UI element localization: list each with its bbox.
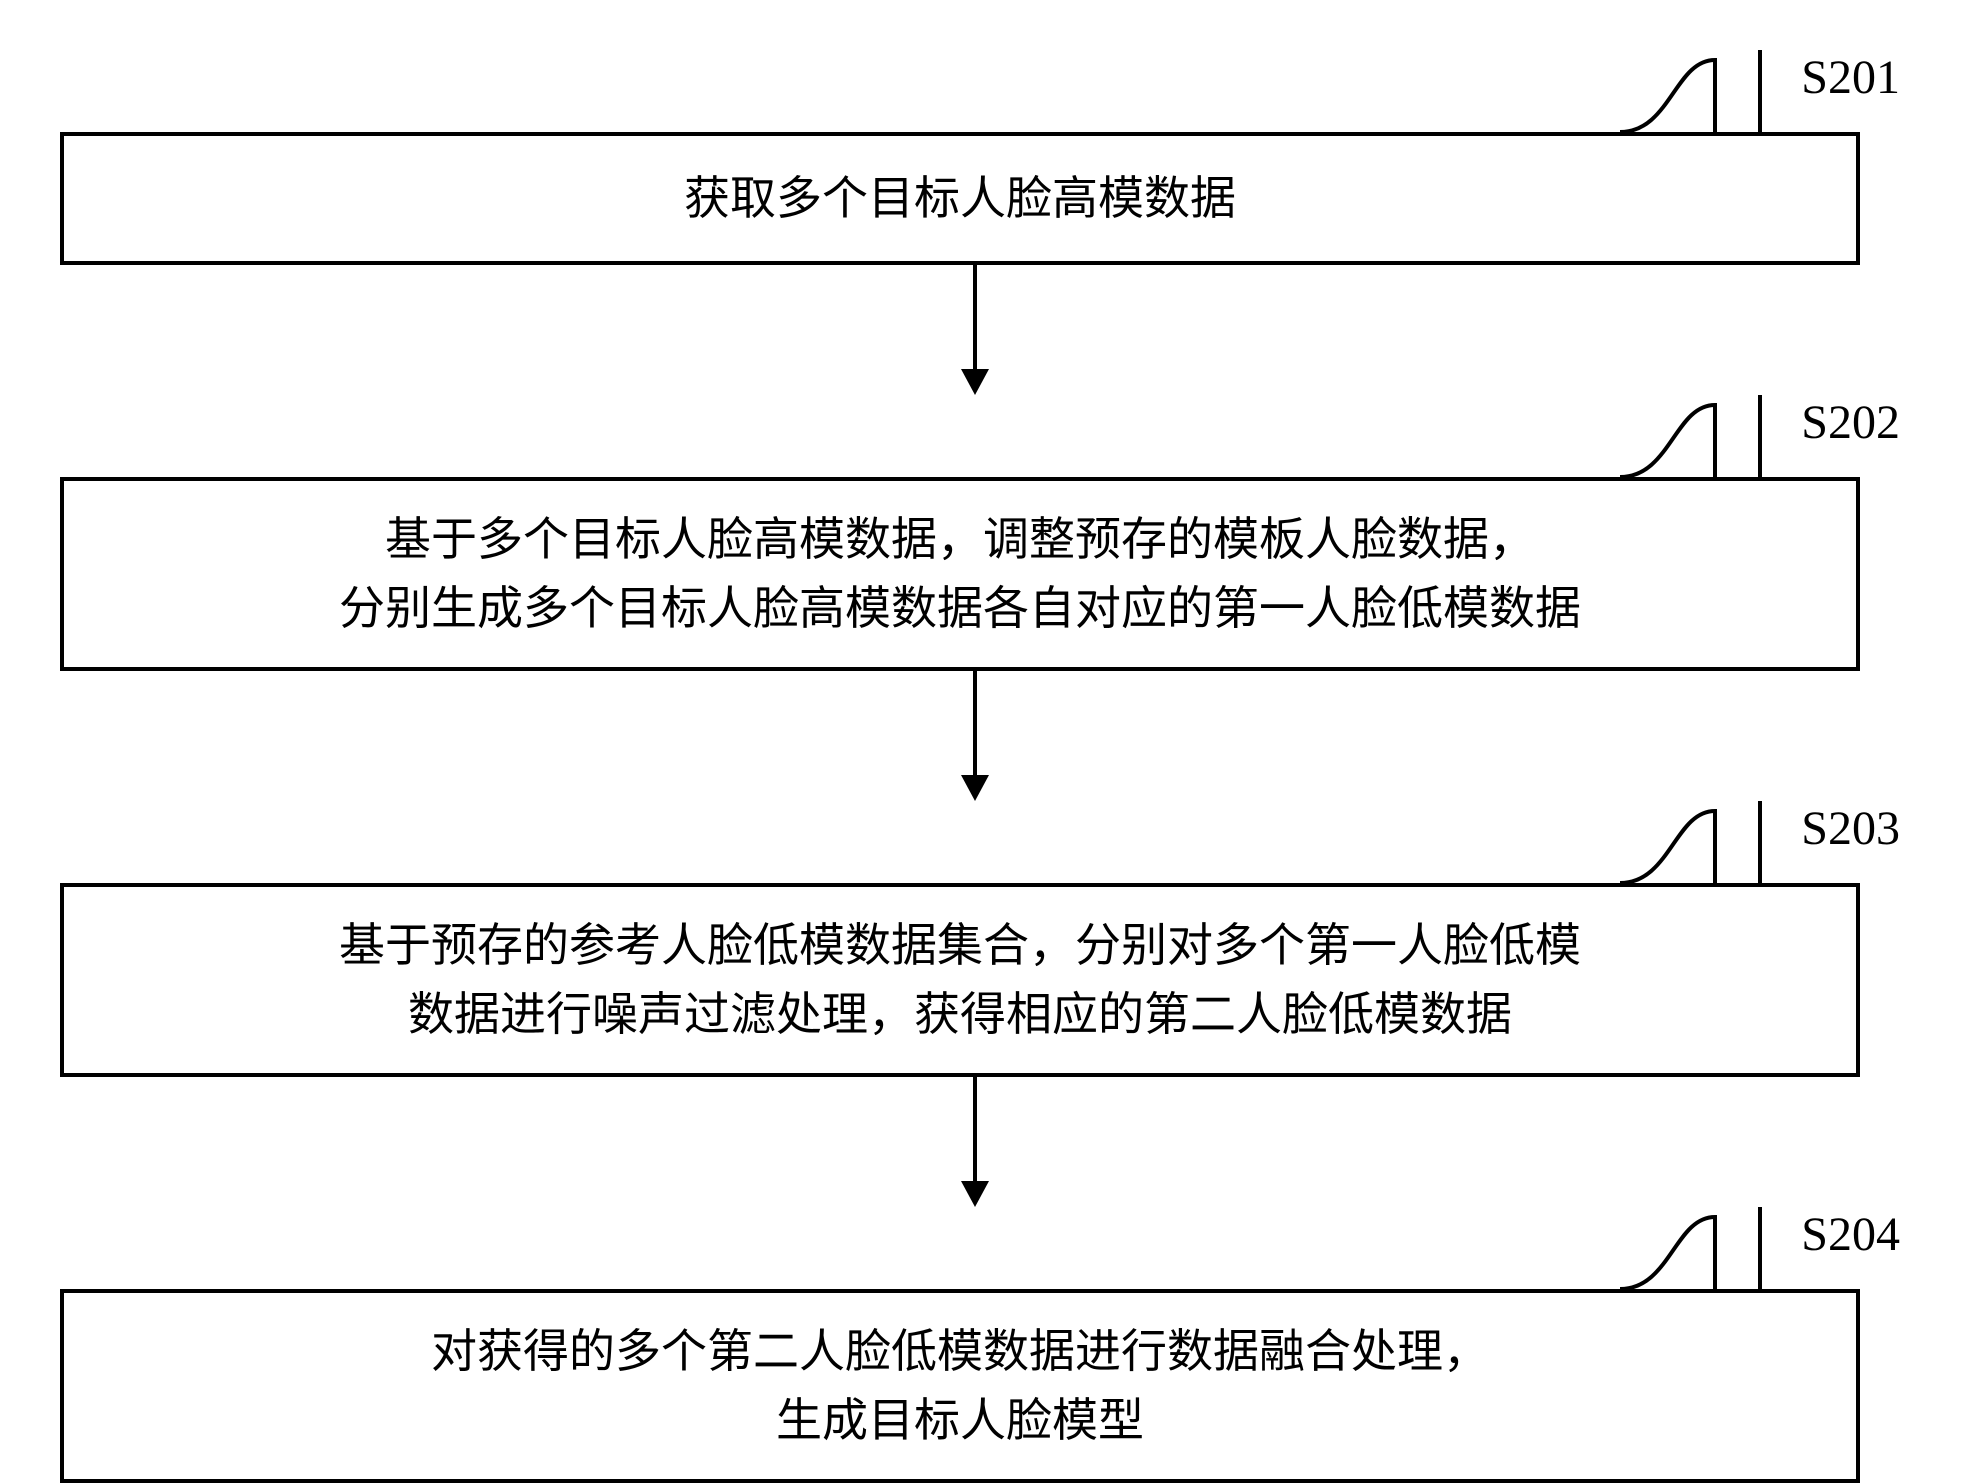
step-box: 对获得的多个第二人脸低模数据进行数据融合处理， 生成目标人脸模型 bbox=[60, 1289, 1860, 1483]
arrow-down-icon bbox=[955, 265, 995, 395]
arrow-connector bbox=[60, 1077, 1890, 1207]
step-box: 基于预存的参考人脸低模数据集合，分别对多个第一人脸低模 数据进行噪声过滤处理，获… bbox=[60, 883, 1860, 1077]
arrow-connector bbox=[60, 265, 1890, 395]
step-text-line2: 生成目标人脸模型 bbox=[84, 1386, 1836, 1455]
step-label: S203 bbox=[1801, 801, 1900, 856]
step-label: S204 bbox=[1801, 1207, 1900, 1262]
step-s203: S203 基于预存的参考人脸低模数据集合，分别对多个第一人脸低模 数据进行噪声过… bbox=[60, 883, 1890, 1077]
arrow-down-icon bbox=[955, 1077, 995, 1207]
arrow-connector bbox=[60, 671, 1890, 801]
flowchart-container: S201 获取多个目标人脸高模数据 S202 基于多个目标人脸高模数据，调整预存… bbox=[60, 50, 1890, 1483]
step-s204: S204 对获得的多个第二人脸低模数据进行数据融合处理， 生成目标人脸模型 bbox=[60, 1289, 1890, 1483]
step-text-line2: 分别生成多个目标人脸高模数据各自对应的第一人脸低模数据 bbox=[84, 574, 1836, 643]
step-label: S202 bbox=[1801, 395, 1900, 450]
step-text-line2: 数据进行噪声过滤处理，获得相应的第二人脸低模数据 bbox=[84, 980, 1836, 1049]
step-box: 基于多个目标人脸高模数据，调整预存的模板人脸数据， 分别生成多个目标人脸高模数据… bbox=[60, 477, 1860, 671]
step-text-line1: 基于多个目标人脸高模数据，调整预存的模板人脸数据， bbox=[84, 505, 1836, 574]
step-text-line1: 基于预存的参考人脸低模数据集合，分别对多个第一人脸低模 bbox=[84, 911, 1836, 980]
step-box: 获取多个目标人脸高模数据 bbox=[60, 132, 1860, 265]
step-s201: S201 获取多个目标人脸高模数据 bbox=[60, 132, 1890, 265]
step-label: S201 bbox=[1801, 50, 1900, 105]
step-s202: S202 基于多个目标人脸高模数据，调整预存的模板人脸数据， 分别生成多个目标人… bbox=[60, 477, 1890, 671]
step-text: 获取多个目标人脸高模数据 bbox=[84, 164, 1836, 233]
arrow-down-icon bbox=[955, 671, 995, 801]
step-text-line1: 对获得的多个第二人脸低模数据进行数据融合处理， bbox=[84, 1317, 1836, 1386]
